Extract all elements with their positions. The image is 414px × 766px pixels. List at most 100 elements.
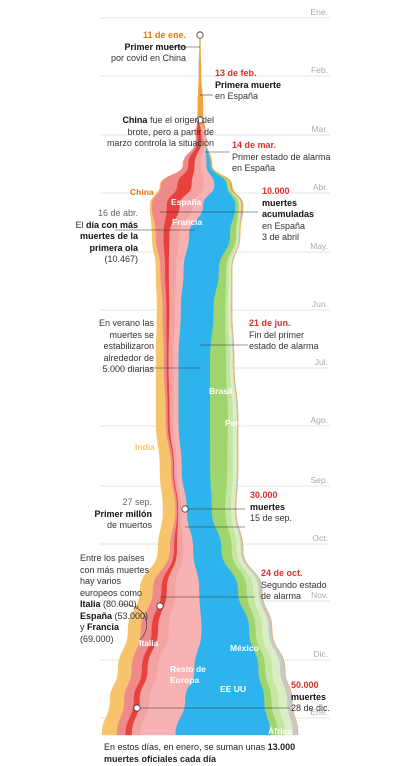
footer-text: muertes oficiales cada día [104,753,217,764]
annotation-text: y [80,622,88,632]
month-label: May. [310,241,328,251]
annotation-country: España [80,610,113,621]
footer-value: 13.000 [267,742,296,752]
annotation-text: hay varios [80,576,122,586]
annotation-text: en España [215,91,259,101]
annotation-text: día con más [85,219,138,230]
annotation-highlight: China [122,115,148,125]
footer-note: En estos días, en enero, se suman unas 1… [104,742,295,765]
series-label: África [268,726,293,736]
annotation-european-countries: Entre los países con más muertes hay var… [80,553,149,645]
month-label: Jul. [314,357,328,367]
annotation-text: de alarma [261,591,302,601]
annotation-title: Primera muerte [215,79,282,90]
event-marker [196,31,204,39]
annotation-text: en España [232,163,276,173]
annotation-first-million: 27 sep. Primer millón de muertos [94,497,152,532]
series-label: Perú [225,418,244,428]
annotation-text: europeos como [80,587,143,598]
annotation-text: por covid en China [110,53,186,63]
annotation-summer: En verano las muertes se estabilizaron a… [99,318,154,376]
annotation-text: 15 de sep. [250,513,293,523]
annotation-date: 16 de abr. [97,208,138,218]
series-label: Brasil [209,386,233,396]
annotation-country: Francia [87,622,120,632]
annotation-text: En verano las [98,318,154,328]
stream-layers [101,34,299,736]
annotation-leader-lines [115,31,290,712]
annotation-text: estado de alarma [249,341,319,351]
series-label: Italia [139,638,159,648]
annotation-china-origin: China fue el origen del brote, pero a pa… [107,115,214,150]
annotation-peak-first-wave: 16 de abr. El día con más muertes de la … [75,208,138,266]
annotation-text: Fin del primer [249,329,305,340]
leader-curve [117,603,148,641]
month-label: Sep. [310,475,329,485]
annotation-text: en España [262,220,306,231]
annotation-date: 27 sep. [122,497,152,507]
stream-china [197,39,299,736]
annotation-text: fue el origen del [147,115,214,125]
annotation-first-death-china: 11 de ene. Primer muerto por covid en Ch… [111,30,186,65]
annotation-second-state-of-alarm: 24 de oct. Segundo estado de alarma [261,568,327,603]
month-label: Feb. [310,65,328,75]
month-label: Dic. [313,649,328,659]
annotation-text: muertes [291,691,327,702]
annotation-value: 50.000 [291,680,319,690]
series-label: India [135,442,155,452]
series-label: China [130,187,154,197]
annotation-first-death-spain: 13 de feb. Primera muerte en España [215,68,281,103]
month-label: Oct. [312,533,328,543]
month-label: Ago. [310,415,329,425]
annotation-date: 24 de oct. [261,568,303,578]
event-marker [156,602,164,610]
annotation-text: marzo controla la situación [106,138,214,148]
annotation-value: 10.000 [262,186,290,196]
annotation-text: con más muertes [80,564,150,575]
annotation-state-of-alarm: 14 de mar. Primer estado de alarma en Es… [232,140,331,175]
annotation-text: muertes [262,197,298,208]
annotation-30000-deaths: 30.000 muertes 15 de sep. [250,490,292,525]
event-marker [133,704,141,712]
annotation-text: muertes se [109,329,154,340]
series-label: Francia [172,217,203,227]
annotation-text: Entre los países [80,553,145,563]
annotation-text: 3 de abril [262,232,300,242]
event-marker [181,505,189,513]
annotation-end-state-of-alarm: 21 de jun. Fin del primer estado de alar… [249,318,319,353]
annotation-country: Italia [80,599,101,609]
month-label: Ene. [310,707,329,717]
footer-text: En estos días, en enero, se suman unas [104,742,268,752]
month-label: Jun. [311,299,328,309]
annotation-text: estabilizaron [103,341,154,351]
month-label: Nov. [311,590,328,600]
annotation-text: (53.000) [112,610,149,621]
event-marker [196,116,204,124]
annotation-text: (69.000) [80,633,114,644]
annotation-text: (80.000), [100,599,140,609]
annotation-text: El [75,219,86,230]
annotation-text: Primer millón [94,508,152,519]
annotation-text: acumuladas [262,209,315,219]
annotation-text: primera ola [89,242,138,253]
month-label: Ene. [310,7,329,17]
annotation-50000-deaths: 50.000 muertes 28 de dic. [291,680,330,715]
annotation-text: muertes [250,501,286,512]
series-label: EE UU [220,684,246,694]
annotation-title: Primer muerto [124,41,186,52]
annotation-text: 28 de dic. [291,703,331,713]
annotation-text: 5.000 diarias [102,364,154,374]
annotation-date: 13 de feb. [215,68,257,78]
month-label: Mar. [311,124,328,134]
annotation-value: 30.000 [250,490,278,500]
annotation-text: Primer estado de alarma [232,151,331,162]
annotation-text: alrededor de [103,352,154,363]
series-label: Resto de Europa [170,664,206,685]
annotation-date: 11 de ene. [142,30,186,40]
annotation-date: 21 de jun. [249,318,291,328]
annotation-10000-deaths: 10.000 muertes acumuladas en España 3 de… [262,186,314,244]
annotation-text: (10.467) [104,254,138,264]
annotation-text: brote, pero a partir de [127,126,214,137]
annotation-date: 14 de mar. [232,140,277,150]
